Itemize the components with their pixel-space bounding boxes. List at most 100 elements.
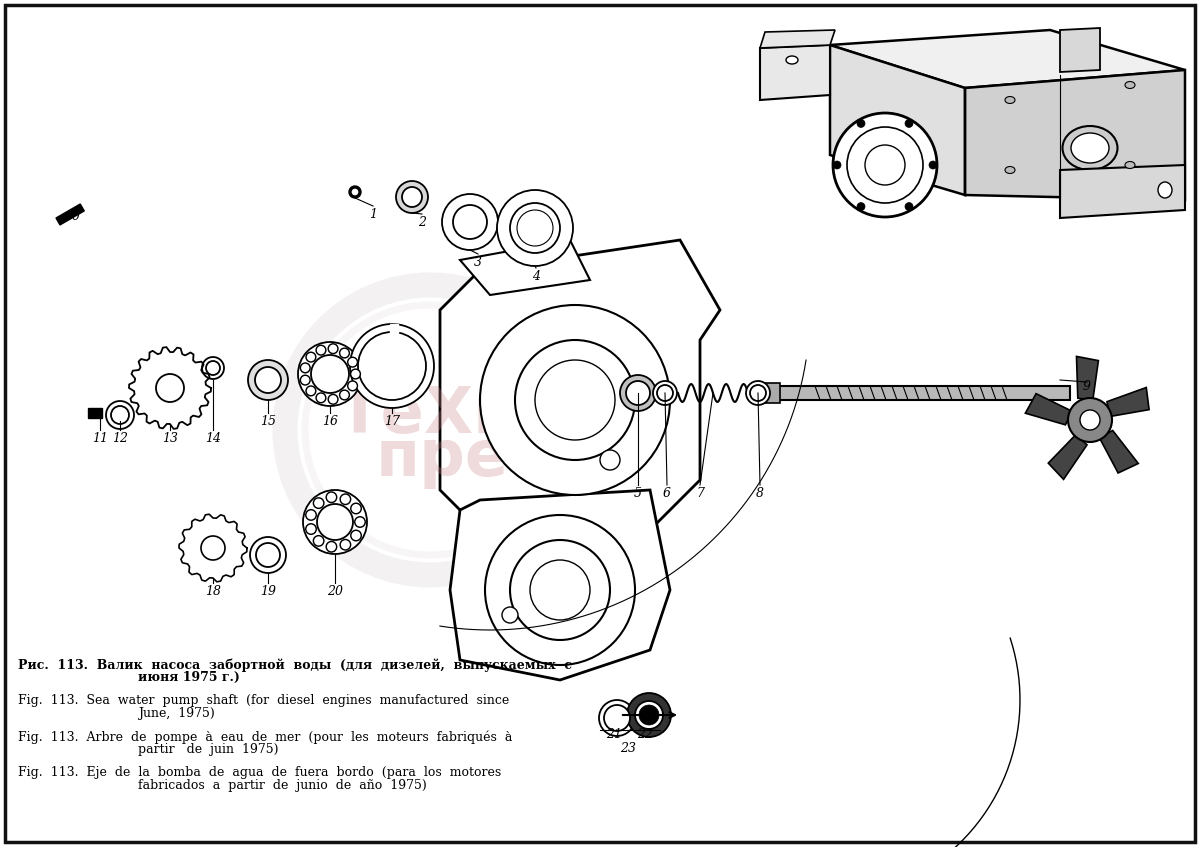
Text: 11: 11 [92, 432, 108, 445]
Circle shape [328, 344, 338, 353]
Circle shape [502, 607, 518, 623]
Circle shape [206, 361, 220, 375]
Text: 19: 19 [260, 585, 276, 598]
Circle shape [326, 492, 337, 502]
Text: 17: 17 [384, 415, 400, 428]
Circle shape [352, 189, 358, 195]
Polygon shape [760, 30, 835, 48]
Circle shape [340, 390, 349, 400]
Circle shape [302, 490, 367, 554]
Text: 2: 2 [418, 216, 426, 229]
Ellipse shape [1072, 133, 1109, 163]
Text: 6: 6 [662, 487, 671, 500]
Text: Fig.  113.  Eje  de  la  bomba  de  agua  de  fuera  bordo  (para  los  motores: Fig. 113. Eje de la bomba de agua de fue… [18, 766, 502, 779]
Circle shape [857, 202, 865, 211]
Circle shape [517, 210, 553, 246]
Circle shape [515, 340, 635, 460]
Circle shape [750, 385, 766, 401]
Circle shape [833, 113, 937, 217]
Polygon shape [830, 45, 965, 195]
Circle shape [350, 530, 361, 540]
Circle shape [306, 352, 316, 362]
Ellipse shape [1126, 81, 1135, 88]
Circle shape [905, 119, 913, 127]
Circle shape [604, 705, 630, 731]
Circle shape [112, 406, 130, 424]
Text: 13: 13 [162, 432, 178, 445]
Bar [390, 324, 398, 336]
Polygon shape [1049, 435, 1087, 479]
Ellipse shape [1006, 97, 1015, 103]
Circle shape [298, 342, 362, 406]
Circle shape [349, 186, 361, 198]
Text: 22: 22 [637, 728, 653, 741]
Ellipse shape [1062, 126, 1117, 170]
Text: 7: 7 [696, 487, 704, 500]
Circle shape [599, 700, 635, 736]
Circle shape [510, 540, 610, 640]
Circle shape [402, 187, 422, 207]
Text: июня 1975 г.): июня 1975 г.) [138, 671, 240, 684]
Circle shape [653, 381, 677, 405]
Text: fabricados  a  partir  de  junio  de  año  1975): fabricados a partir de junio de año 1975… [138, 779, 427, 792]
Polygon shape [760, 45, 830, 100]
Ellipse shape [786, 56, 798, 64]
Circle shape [530, 560, 590, 620]
Circle shape [833, 161, 841, 169]
Circle shape [340, 348, 349, 358]
Circle shape [248, 360, 288, 400]
Circle shape [348, 381, 358, 390]
Text: Fig.  113.  Sea  water  pump  shaft  (for  diesel  engines  manufactured  since: Fig. 113. Sea water pump shaft (for dies… [18, 694, 509, 707]
Polygon shape [460, 240, 590, 295]
Circle shape [905, 202, 913, 211]
Circle shape [454, 205, 487, 239]
Circle shape [250, 537, 286, 573]
Circle shape [626, 381, 650, 405]
Bar [760, 383, 780, 403]
Circle shape [620, 375, 656, 411]
Circle shape [316, 346, 326, 355]
Circle shape [350, 503, 361, 514]
Text: 21: 21 [606, 728, 622, 741]
Text: 4: 4 [532, 270, 540, 283]
Text: Рис.  113.  Валик  насоса  забортной  воды  (для  дизелей,  выпускаемых  с: Рис. 113. Валик насоса забортной воды (д… [18, 658, 572, 672]
Circle shape [518, 548, 602, 632]
Polygon shape [1025, 394, 1072, 425]
Circle shape [442, 194, 498, 250]
Circle shape [358, 332, 426, 400]
Text: June,  1975): June, 1975) [138, 707, 215, 720]
Circle shape [929, 161, 937, 169]
Text: 15: 15 [260, 415, 276, 428]
Circle shape [106, 401, 134, 429]
Circle shape [311, 355, 349, 393]
Bar [760, 386, 1070, 400]
Text: 20: 20 [326, 585, 343, 598]
Text: 5: 5 [634, 487, 642, 500]
Circle shape [328, 395, 338, 404]
Circle shape [317, 504, 353, 540]
Polygon shape [1060, 165, 1186, 218]
Bar [56, 204, 84, 225]
Circle shape [510, 203, 560, 253]
Circle shape [635, 701, 662, 729]
Circle shape [535, 360, 616, 440]
Circle shape [156, 374, 184, 402]
Circle shape [600, 450, 620, 470]
Circle shape [857, 119, 865, 127]
Circle shape [355, 517, 365, 527]
Text: ТеХно: ТеХно [338, 384, 562, 446]
Polygon shape [1099, 430, 1139, 473]
Text: Fig.  113.  Arbre  de  pompe  à  eau  de  mer  (pour  les  moteurs  fabriqués  à: Fig. 113. Arbre de pompe à eau de mer (p… [18, 730, 512, 744]
Text: 8: 8 [756, 487, 764, 500]
Circle shape [485, 515, 635, 665]
Circle shape [326, 541, 337, 552]
Text: 10: 10 [64, 210, 80, 223]
Circle shape [300, 363, 310, 373]
Ellipse shape [1126, 162, 1135, 169]
Circle shape [520, 345, 630, 455]
Circle shape [313, 535, 324, 546]
Text: 18: 18 [205, 585, 221, 598]
Polygon shape [1106, 387, 1150, 417]
Text: partir   de  juin  1975): partir de juin 1975) [138, 743, 278, 756]
Circle shape [202, 357, 224, 379]
